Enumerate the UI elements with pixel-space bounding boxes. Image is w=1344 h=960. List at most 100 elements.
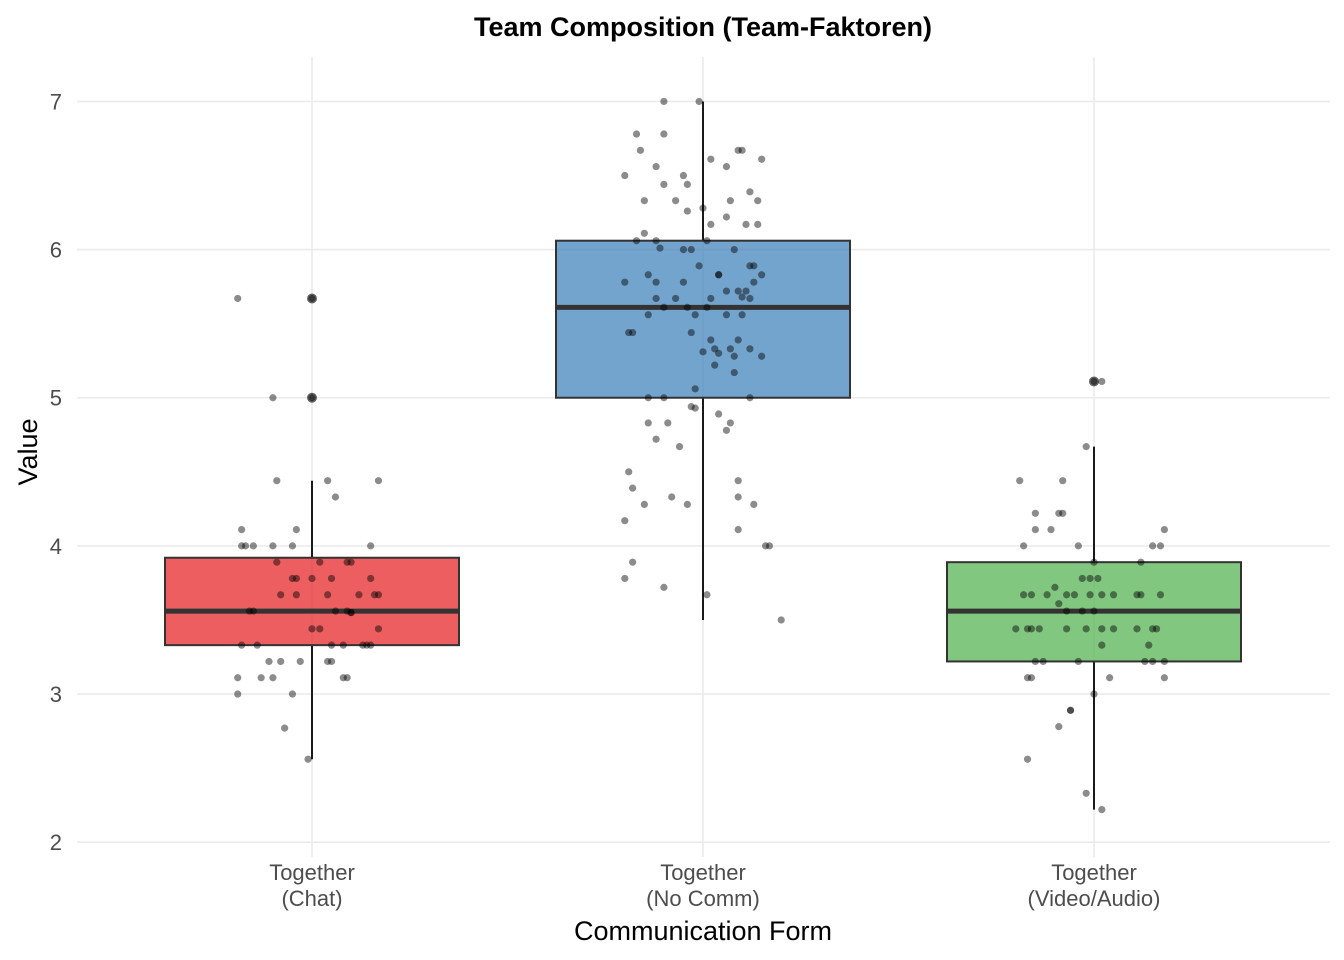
data-point	[695, 262, 703, 270]
data-point	[711, 345, 719, 353]
data-point	[746, 262, 754, 270]
data-point	[370, 591, 379, 599]
data-point	[621, 278, 629, 286]
data-point	[374, 591, 383, 599]
data-point	[1078, 607, 1086, 615]
x-tick-label: Together	[660, 860, 746, 885]
data-point	[750, 262, 758, 270]
data-point	[1082, 443, 1090, 451]
data-point	[249, 607, 257, 615]
data-point	[249, 542, 257, 550]
jitter-points	[234, 97, 1168, 814]
data-point	[1027, 591, 1036, 599]
x-tick-label: (No Comm)	[646, 886, 760, 911]
data-point	[730, 352, 738, 360]
data-point	[331, 607, 340, 615]
data-point	[1086, 574, 1094, 583]
data-point	[629, 484, 637, 492]
data-point	[1109, 591, 1118, 599]
data-point	[1098, 805, 1106, 814]
data-point	[347, 608, 355, 617]
data-point	[1055, 509, 1063, 517]
box	[555, 239, 851, 399]
data-point	[1149, 542, 1157, 550]
data-point	[1156, 542, 1165, 550]
y-axis-ticks: 2 3 4 5 6 7	[50, 89, 62, 855]
data-point	[1152, 625, 1161, 633]
y-tick-label: 4	[50, 534, 62, 559]
data-point	[374, 625, 383, 633]
data-point	[1039, 657, 1047, 666]
x-axis-title: Communication Form	[574, 916, 832, 946]
data-point	[1137, 558, 1145, 566]
data-point	[652, 163, 660, 171]
data-point	[746, 345, 754, 353]
data-point	[331, 493, 340, 501]
data-point	[777, 616, 785, 624]
data-point	[644, 419, 652, 427]
data-point	[750, 278, 758, 286]
data-point	[687, 245, 695, 254]
data-point	[269, 394, 277, 402]
data-point	[324, 657, 332, 666]
x-axis-ticks: Together(Chat)Together(No Comm)Together(…	[269, 860, 1160, 911]
data-point	[660, 583, 668, 591]
whiskers	[311, 101, 1095, 810]
data-point	[238, 525, 246, 534]
data-point	[707, 155, 715, 163]
data-point	[629, 328, 637, 337]
data-point	[652, 237, 660, 245]
data-point	[1145, 641, 1153, 649]
data-point	[241, 542, 250, 550]
data-point	[1055, 723, 1063, 731]
data-point	[269, 542, 277, 550]
data-point	[750, 500, 758, 509]
data-point	[722, 426, 731, 434]
data-point	[273, 477, 281, 485]
data-point	[1098, 625, 1106, 633]
data-point	[1070, 591, 1079, 599]
data-point	[1160, 525, 1168, 534]
data-point	[703, 591, 711, 599]
data-point	[695, 97, 703, 106]
data-point	[707, 336, 715, 344]
data-point	[703, 303, 711, 311]
data-point	[715, 349, 723, 357]
data-point	[347, 558, 355, 566]
data-point	[738, 311, 746, 319]
data-point	[707, 294, 715, 303]
data-point	[1027, 674, 1036, 682]
data-point	[1106, 674, 1114, 682]
data-point	[367, 542, 375, 550]
data-point	[672, 197, 680, 205]
data-point	[316, 625, 324, 633]
data-point	[1078, 574, 1086, 583]
data-point	[277, 591, 285, 599]
data-point	[1137, 591, 1145, 599]
data-point	[1133, 591, 1141, 599]
data-point	[687, 328, 695, 337]
data-point	[1047, 525, 1055, 534]
data-point	[675, 443, 684, 451]
data-point	[367, 574, 375, 583]
data-point	[629, 558, 637, 566]
data-point	[308, 394, 316, 402]
data-point	[1020, 542, 1028, 550]
data-point	[715, 410, 723, 418]
data-point	[746, 188, 754, 196]
data-point	[754, 220, 762, 229]
data-point	[730, 368, 738, 377]
data-point	[746, 394, 754, 402]
data-point	[679, 171, 688, 180]
data-point	[632, 130, 641, 138]
data-point	[324, 591, 332, 599]
data-point	[1020, 591, 1028, 599]
data-point	[726, 197, 734, 205]
data-point	[703, 237, 711, 245]
data-point	[734, 493, 742, 501]
data-point	[734, 146, 742, 154]
y-tick-label: 3	[50, 682, 62, 707]
data-point	[683, 207, 691, 215]
data-point	[1063, 607, 1071, 615]
data-point	[691, 385, 699, 393]
